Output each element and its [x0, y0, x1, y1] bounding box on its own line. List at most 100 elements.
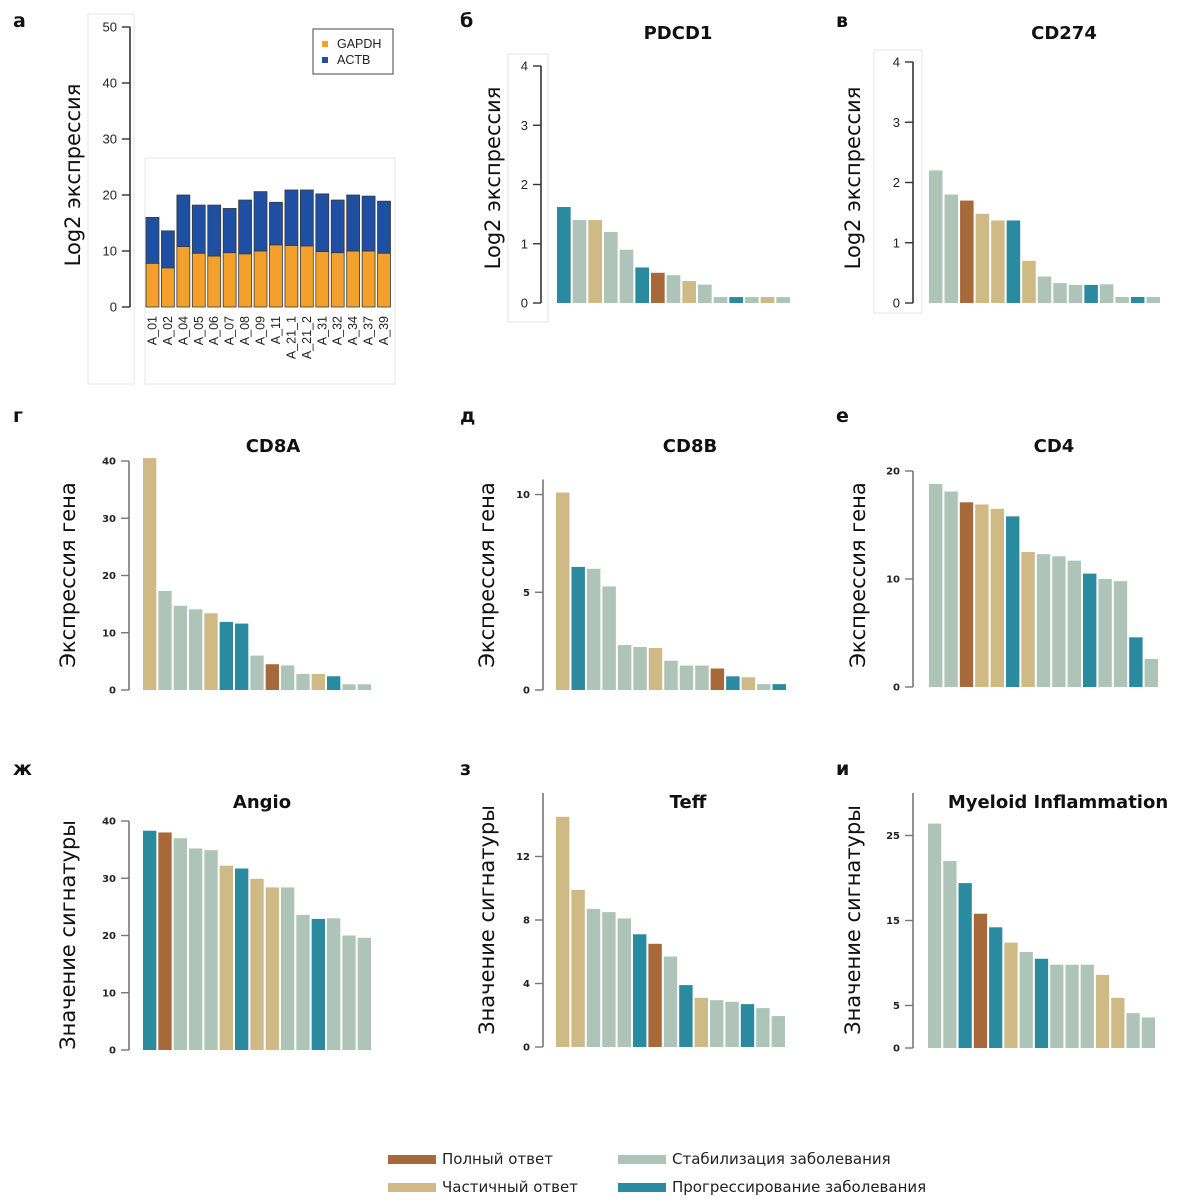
y-tick-label: 30	[102, 514, 116, 525]
chart-e: 0 5 10 Экспрессия гена CD8B	[475, 436, 786, 697]
bar-actb	[284, 189, 299, 246]
bar-complete	[710, 668, 725, 690]
response-legend: Полный ответ Частичный ответ Стабилизаци…	[388, 1150, 968, 1202]
bar-partial	[682, 281, 696, 303]
bar-partial	[1022, 260, 1036, 303]
bar-stable	[586, 908, 601, 1047]
bar-stable	[1099, 284, 1114, 303]
y-axis-label: Значение сигнатуры	[56, 820, 80, 1050]
y-tick-label: 25	[886, 831, 900, 842]
bar-progression	[679, 985, 693, 1047]
y-axis-label: Log2 экспрессия	[841, 87, 865, 270]
bar-stable	[1065, 964, 1079, 1048]
chart-h: 0 4 8 12 Значение сигнатуры Teff	[475, 792, 785, 1054]
x-tick-label: A_39	[377, 316, 391, 345]
bar-progression	[726, 676, 740, 690]
bar-gapdh	[238, 253, 252, 308]
bar-progression	[1129, 637, 1143, 687]
bar-partial	[694, 997, 708, 1047]
bar-complete	[265, 664, 279, 690]
chart-title: CD8B	[663, 436, 717, 457]
panel-letter-g: ж	[13, 758, 32, 780]
chart-i: 0 5 15 25 Значение сигнатуры Myeloid Inflamma…	[841, 792, 1168, 1055]
legend-item-complete: Полный ответ	[388, 1150, 553, 1168]
bar-gapdh	[299, 245, 314, 308]
y-axis-label: Экспрессия гена	[846, 482, 870, 667]
y-tick-label: 20	[102, 571, 116, 582]
y-tick-label: 0	[110, 300, 117, 315]
bar-stable	[928, 823, 942, 1048]
bar-actb	[207, 204, 222, 257]
legend-swatch-progression	[618, 1182, 666, 1192]
y-tick-label: 40	[103, 76, 117, 91]
legend-label-gapdh: GAPDH	[337, 37, 381, 51]
plot-frame	[873, 49, 923, 314]
panel-letter-h: з	[460, 758, 472, 780]
bar-stable	[944, 194, 959, 303]
bar-gapdh	[145, 262, 160, 308]
bar-actb	[222, 208, 237, 254]
bar-complete	[960, 200, 974, 303]
bar-actb	[315, 193, 330, 252]
bar-stable	[602, 586, 616, 690]
bar-actb	[299, 189, 314, 247]
bar-progression	[740, 1004, 755, 1047]
bar-complete	[973, 913, 988, 1048]
x-tick-label: A_21_1	[284, 316, 298, 359]
legend-marker-actb	[322, 57, 328, 63]
bar-actb	[269, 201, 283, 246]
x-tick-label: A_31	[315, 316, 329, 345]
y-axis-label: Экспрессия гена	[56, 482, 80, 667]
y-tick-label: 4	[521, 59, 528, 74]
bar-stable	[617, 918, 631, 1047]
bar-stable	[1098, 579, 1112, 687]
bar-stable	[1080, 964, 1094, 1048]
legend-swatch-stable	[618, 1154, 666, 1164]
legend-item-progression: Прогрессирование заболевания	[618, 1178, 926, 1196]
bar-actb	[161, 230, 175, 269]
bar-stable	[664, 660, 678, 690]
y-tick-label: 2	[521, 177, 528, 192]
y-tick-label: 1	[521, 236, 528, 251]
bar-stable	[342, 935, 356, 1050]
bar-progression	[989, 927, 1003, 1048]
bar-stable	[698, 284, 712, 303]
panel-letter-f: е	[836, 405, 849, 427]
bar-stable	[679, 665, 694, 690]
bar-progression	[1006, 220, 1021, 303]
bar-stable	[342, 684, 356, 690]
bar-stable	[943, 861, 957, 1048]
bar-progression	[1006, 516, 1020, 687]
bar-stable	[1113, 581, 1128, 687]
bar-stable	[776, 297, 790, 303]
bar-stable	[204, 850, 218, 1050]
bar-stable	[357, 937, 371, 1050]
bar-stable	[327, 918, 341, 1050]
y-tick-label: 10	[516, 490, 530, 501]
bar-stable	[602, 912, 616, 1047]
bar-stable	[173, 605, 187, 690]
bar-stable	[666, 275, 681, 303]
bar-stable	[281, 887, 295, 1050]
bar-partial	[556, 816, 570, 1047]
y-tick-label: 5	[523, 588, 530, 599]
bar-gapdh	[377, 252, 391, 308]
bar-stable	[757, 684, 771, 690]
bar-stable	[713, 297, 728, 303]
y-tick-label: 10	[102, 628, 116, 639]
bar-stable	[617, 645, 632, 690]
bar-stable	[572, 220, 587, 303]
bar-stable	[1126, 1013, 1140, 1048]
y-tick-label: 0	[893, 683, 900, 694]
bar-stable	[1146, 296, 1160, 303]
y-tick-label: 20	[103, 188, 117, 203]
y-tick-label: 30	[103, 132, 117, 147]
bar-progression	[772, 684, 786, 690]
bar-progression	[1084, 284, 1098, 303]
bar-stable	[1115, 296, 1129, 303]
chart-title: Teff	[670, 792, 707, 813]
bar-stable	[173, 838, 187, 1050]
plot-frame	[144, 157, 396, 385]
bar-gapdh	[330, 252, 345, 308]
bar-partial	[556, 492, 570, 690]
